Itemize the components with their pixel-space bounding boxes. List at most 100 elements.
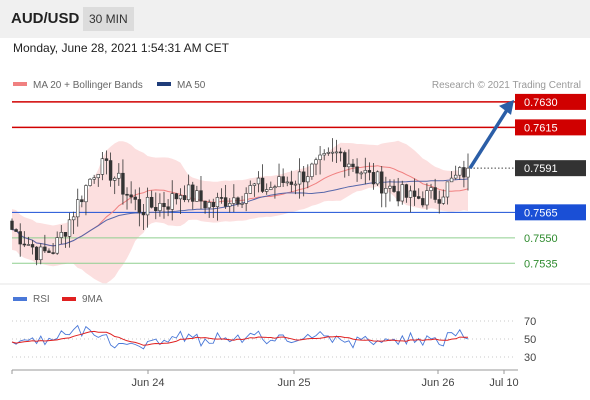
candle (297, 158, 302, 199)
candle-body (71, 216, 76, 221)
candle-body (92, 177, 96, 180)
candle-body (63, 232, 68, 237)
candle (55, 231, 59, 255)
candle-body (293, 183, 298, 186)
candle (71, 211, 76, 235)
candle (277, 163, 281, 188)
candle-body (285, 181, 289, 184)
candle (256, 171, 261, 193)
candle (269, 181, 273, 191)
candle (445, 181, 450, 205)
moving-average-lines (11, 165, 469, 247)
legend-ma50: MA 50 (157, 80, 205, 91)
current-price-label: 0.7591 (524, 163, 558, 175)
candle-body (228, 203, 232, 207)
candle (404, 183, 409, 203)
ma9-line (11, 330, 468, 346)
candle-body (441, 196, 446, 204)
candle (318, 146, 322, 175)
candle-body (223, 197, 228, 207)
candle (166, 199, 170, 217)
candle-body (384, 188, 388, 194)
candle-body (301, 171, 306, 183)
candle-body (121, 172, 125, 195)
candle-body (396, 191, 400, 202)
candle (59, 225, 63, 244)
candle (334, 139, 339, 164)
candle (351, 158, 355, 172)
candle (137, 187, 142, 227)
resistance-label: 0.7615 (524, 122, 558, 134)
candle (433, 178, 437, 203)
time-axis: Jun 24 Jun 25 Jun 26 Jul 10 (11, 369, 519, 389)
candle (191, 181, 195, 210)
candle (367, 162, 372, 181)
candle (145, 187, 150, 228)
candle (462, 160, 466, 188)
legend-ma50-swatch (157, 82, 171, 87)
candle (314, 157, 318, 176)
candle-body (30, 244, 35, 248)
candle-body (166, 206, 170, 210)
x-tick-label: Jun 25 (277, 377, 310, 389)
candle (178, 188, 183, 214)
candle (76, 188, 80, 227)
candle (363, 157, 367, 185)
candle (408, 185, 413, 213)
candle (43, 234, 47, 253)
candle-body (137, 199, 142, 213)
ma9-legend-swatch (62, 297, 76, 301)
candle-body (256, 177, 261, 185)
candle (273, 184, 277, 199)
candle (80, 195, 84, 208)
candle (417, 188, 421, 200)
candle (14, 228, 18, 232)
candle-body (191, 184, 195, 202)
ma9-legend-label: 9MA (82, 294, 103, 305)
candle-body (330, 151, 335, 154)
candle (244, 187, 248, 212)
candle-body (338, 151, 343, 154)
projection-arrow-head (499, 99, 514, 115)
candle-body (55, 237, 59, 254)
candle-body (375, 171, 380, 185)
candle (400, 180, 404, 205)
candle-body (277, 176, 281, 188)
candle (260, 164, 265, 194)
candle (322, 149, 326, 161)
candle (22, 231, 27, 248)
candle-body (392, 185, 396, 192)
candle (207, 199, 211, 218)
timeframe-badge[interactable]: 30 MIN (83, 7, 134, 31)
candle-body (47, 250, 51, 253)
candle (121, 159, 125, 205)
candle-body (347, 163, 351, 168)
legend-ma50-label: MA 50 (177, 80, 206, 91)
pivot-tag (515, 204, 586, 221)
candle-body (458, 167, 462, 176)
candle-body (162, 202, 166, 208)
candle (248, 180, 252, 194)
candle (388, 179, 392, 202)
candle-body (236, 197, 240, 205)
candle (67, 212, 72, 248)
x-tick-label: Jun 24 (131, 377, 164, 389)
candle-body (178, 195, 183, 200)
candle (18, 223, 22, 257)
candle (113, 176, 117, 195)
candle-body (149, 196, 154, 208)
price-level-tags: 0.7630 0.7615 0.7591 0.7565 0.7550 0.7535 (515, 93, 586, 270)
ma50-line (11, 178, 469, 247)
candle (371, 163, 376, 190)
candle-body (104, 158, 109, 161)
candle (125, 187, 129, 210)
candle-body (289, 181, 294, 185)
candle-body (248, 185, 252, 194)
candle (117, 163, 121, 186)
candle-body (240, 203, 244, 205)
candle-body (297, 171, 302, 185)
candle (10, 218, 14, 231)
candle (219, 188, 224, 204)
candle-body (174, 193, 179, 200)
candle-body (281, 176, 285, 183)
